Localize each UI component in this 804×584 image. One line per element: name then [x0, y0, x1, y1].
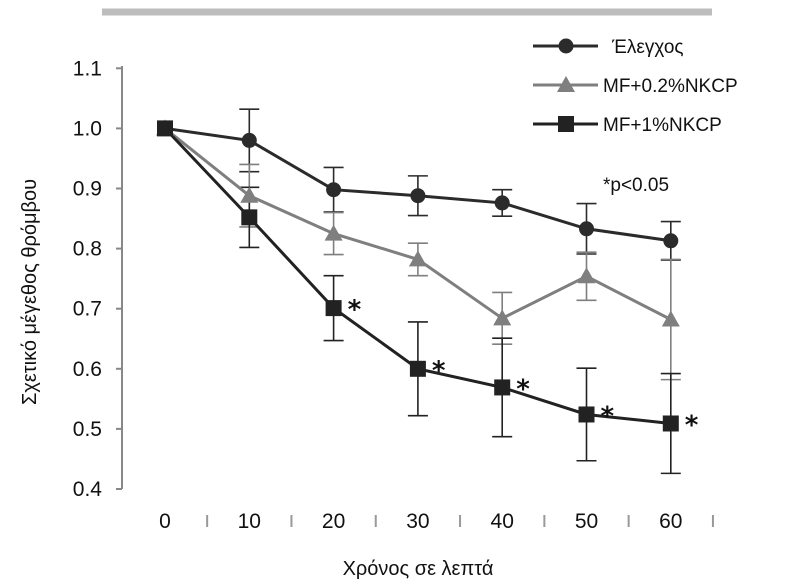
significance-star: *: [685, 410, 699, 440]
y-axis-ticks: 0.4 0.5 0.6 0.7 0.8 0.9 1.0 1.1: [73, 57, 122, 501]
series-2-point: [409, 360, 426, 377]
x-tick-label: 0: [159, 510, 171, 533]
significance-markers: * * * * *: [348, 295, 699, 440]
legend-marker: [557, 76, 575, 92]
y-tick-label: 0.7: [73, 298, 102, 321]
significance-star: *: [432, 356, 446, 386]
y-tick-label: 1.0: [73, 117, 102, 140]
significance-star: *: [516, 374, 530, 404]
x-tick-label: 20: [322, 510, 345, 533]
y-tick-label: 1.1: [73, 57, 102, 80]
series-2-point: [578, 406, 595, 423]
series-0-point: [241, 132, 257, 148]
legend: Έλεγχος MF+0.2%NKCP MF+1%NKCP: [533, 37, 738, 136]
series-1-point: [240, 186, 259, 203]
series-markers: [156, 119, 680, 432]
legend-label: MF+1%NKCP: [603, 115, 722, 136]
x-tick-label: 10: [238, 510, 261, 533]
x-axis-title: Χρόνος σε λεπτά: [343, 558, 494, 580]
series-1-point: [408, 250, 427, 267]
series-0-point: [579, 221, 594, 237]
x-tick-label: 30: [406, 510, 429, 533]
series-1-point: [577, 267, 596, 284]
x-tick-label: 40: [491, 510, 514, 533]
series-0-point: [663, 233, 679, 249]
series-1-point: [324, 224, 343, 241]
legend-marker: [558, 38, 574, 54]
y-tick-label: 0.4: [73, 478, 103, 501]
series-line-1: [164, 127, 672, 321]
series-2-point: [662, 415, 679, 432]
y-tick-label: 0.5: [73, 418, 102, 441]
series-0-point: [410, 188, 426, 204]
significance-star: *: [348, 295, 362, 325]
x-tick-label: 50: [575, 510, 598, 533]
series-2-point: [157, 120, 173, 137]
y-tick-label: 0.9: [73, 178, 102, 201]
series-0-point: [326, 182, 342, 198]
significance-star: *: [601, 401, 615, 431]
series-0-point: [494, 195, 510, 211]
y-axis-title: Σχετικό μέγεθος θρόμβου: [19, 179, 41, 405]
series-2-point: [241, 209, 258, 226]
series-2-point: [494, 379, 511, 396]
legend-marker: [558, 116, 574, 132]
series-2-point: [325, 300, 342, 317]
y-tick-label: 0.6: [73, 358, 102, 381]
series-1-point: [661, 310, 680, 327]
x-axis-ticks: 0 10 20 30 40 50 60: [159, 510, 714, 533]
legend-label: Έλεγχος: [611, 37, 684, 58]
legend-label: MF+0.2%NKCP: [603, 76, 738, 97]
significance-note: *p<0.05: [603, 175, 669, 196]
x-tick-label: 60: [659, 510, 682, 533]
series-1-point: [493, 309, 512, 326]
y-tick-label: 0.8: [73, 238, 102, 261]
